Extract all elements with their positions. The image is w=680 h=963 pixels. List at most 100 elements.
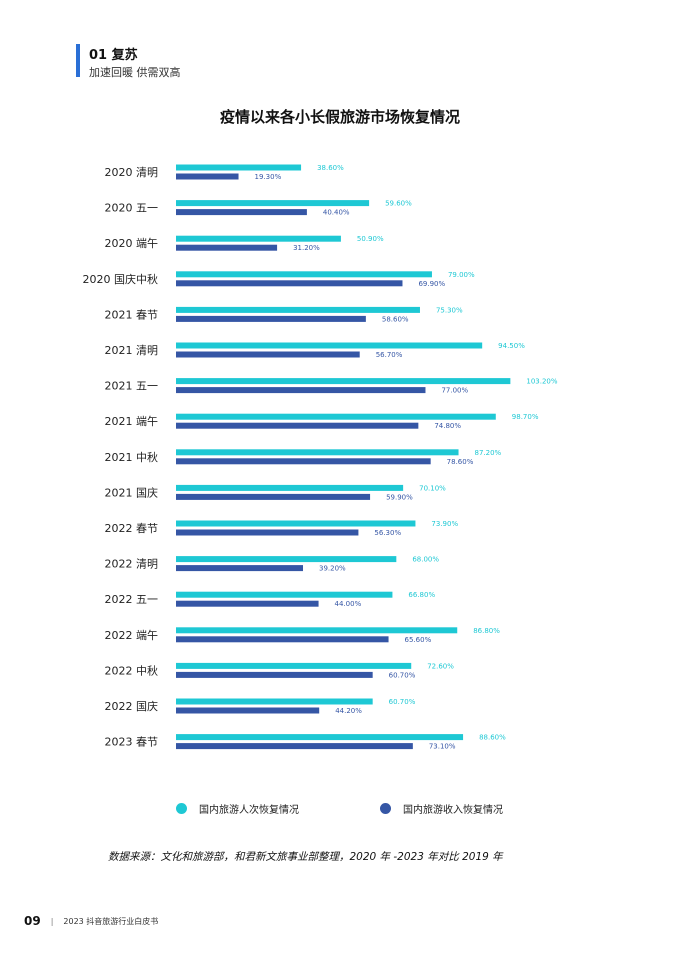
bar-visits [176,271,432,278]
bar-revenue [176,244,278,251]
value-label-visits: 68.00% [412,556,439,564]
value-label-revenue: 78.60% [447,458,474,466]
value-label-visits: 75.30% [436,306,463,314]
bar-revenue [176,280,403,287]
category-label: 2021 端午 [105,415,159,428]
bar-revenue [176,671,373,678]
bar-revenue [176,209,307,216]
bar-revenue [176,458,431,465]
legend-label-visits: 国内旅游人次恢复情况 [199,805,299,816]
bar-visits [176,662,412,669]
bar-visits [176,342,483,349]
section-accent-bar [76,44,80,77]
category-label: 2021 中秋 [105,450,159,464]
bar-visits [176,413,496,420]
bar-visits [176,449,459,456]
category-label: 2022 春节 [105,522,159,535]
section-title: 01 复苏 [89,48,138,63]
category-label: 2022 国庆 [105,699,159,713]
value-label-visits: 86.80% [473,627,500,635]
value-label-revenue: 59.90% [386,493,413,501]
value-label-revenue: 44.20% [335,707,362,715]
bar-revenue [176,173,239,180]
value-label-revenue: 56.70% [376,351,403,359]
bar-visits [176,556,397,563]
bar-visits [176,591,393,598]
bar-revenue [176,743,413,750]
value-label-visits: 38.60% [317,164,344,172]
value-label-revenue: 56.30% [374,529,401,537]
bar-revenue [176,636,389,643]
bar-revenue [176,422,419,429]
value-label-visits: 103.20% [526,378,557,386]
value-label-visits: 87.20% [475,449,502,457]
bar-revenue [176,493,371,500]
value-label-revenue: 74.80% [434,422,461,430]
category-label: 2020 清明 [105,166,159,179]
value-label-revenue: 39.20% [319,565,346,573]
category-label: 2022 五一 [105,593,159,606]
bar-revenue [176,600,319,607]
page-number: 09 [24,914,41,928]
value-label-visits: 70.10% [419,484,446,492]
value-label-revenue: 65.60% [405,636,432,644]
value-label-visits: 94.50% [498,342,525,350]
category-label: 2021 五一 [105,380,159,393]
bar-chart: 2020 清明 38.60% 19.30% 2020 五一 59.60% 40.40% 20… [83,164,558,751]
category-label: 2022 中秋 [105,663,159,677]
legend-item-revenue: 国内旅游收入恢复情况 [380,801,503,816]
legend-label-revenue: 国内旅游收入恢复情况 [403,805,503,816]
value-label-revenue: 73.10% [429,743,456,751]
legend-item-visits: 国内旅游人次恢复情况 [176,801,299,816]
footer-separator: | [50,916,54,926]
bar-revenue [176,529,359,536]
bar-revenue [176,351,360,358]
category-label: 2020 国庆中秋 [83,272,159,286]
bar-visits [176,235,341,242]
value-label-visits: 88.60% [479,734,506,742]
category-label: 2020 五一 [105,202,159,215]
bar-visits [176,484,404,491]
value-label-visits: 73.90% [431,520,458,528]
value-label-visits: 79.00% [448,271,475,279]
bar-visits [176,378,511,385]
bar-visits [176,627,458,634]
chart-title: 疫情以来各小长假旅游市场恢复情况 [219,108,460,126]
bar-revenue [176,387,426,394]
bar-visits [176,734,464,741]
value-label-visits: 50.90% [357,235,384,243]
value-label-revenue: 77.00% [441,387,468,395]
value-label-visits: 59.60% [385,200,412,208]
category-label: 2023 春节 [105,736,159,749]
bar-visits [176,306,420,313]
value-label-visits: 60.70% [389,698,416,706]
category-label: 2022 端午 [105,629,159,642]
data-source-note: 数据来源：文化和旅游部，和君新文旅事业部整理，2020 年 -2023 年对比 … [108,851,503,863]
bar-visits [176,698,373,705]
category-label: 2020 端午 [105,237,159,250]
value-label-revenue: 31.20% [293,244,320,252]
bar-visits [176,164,302,171]
page-footer: 09 | 2023 抖音旅游行业白皮书 [24,914,158,928]
category-label: 2022 清明 [105,558,159,571]
category-label: 2021 春节 [105,308,159,321]
bar-visits [176,520,416,527]
value-label-revenue: 60.70% [389,671,416,679]
value-label-revenue: 40.40% [323,209,350,217]
bar-visits [176,200,370,207]
legend-swatch-visits [176,803,187,814]
legend-swatch-revenue [380,803,391,814]
category-label: 2021 国庆 [105,485,159,499]
chart-legend: 国内旅游人次恢复情况 国内旅游收入恢复情况 [0,801,680,821]
category-label: 2021 清明 [105,344,159,357]
book-title: 2023 抖音旅游行业白皮书 [63,916,159,926]
value-label-visits: 66.80% [408,591,435,599]
bar-revenue [176,565,304,572]
section-subtitle: 加速回暖 供需双高 [89,66,181,79]
value-label-revenue: 69.90% [418,280,445,288]
value-label-revenue: 58.60% [382,315,409,323]
value-label-revenue: 19.30% [255,173,282,181]
bar-revenue [176,315,366,322]
value-label-visits: 72.60% [427,662,454,670]
value-label-revenue: 44.00% [335,600,362,608]
